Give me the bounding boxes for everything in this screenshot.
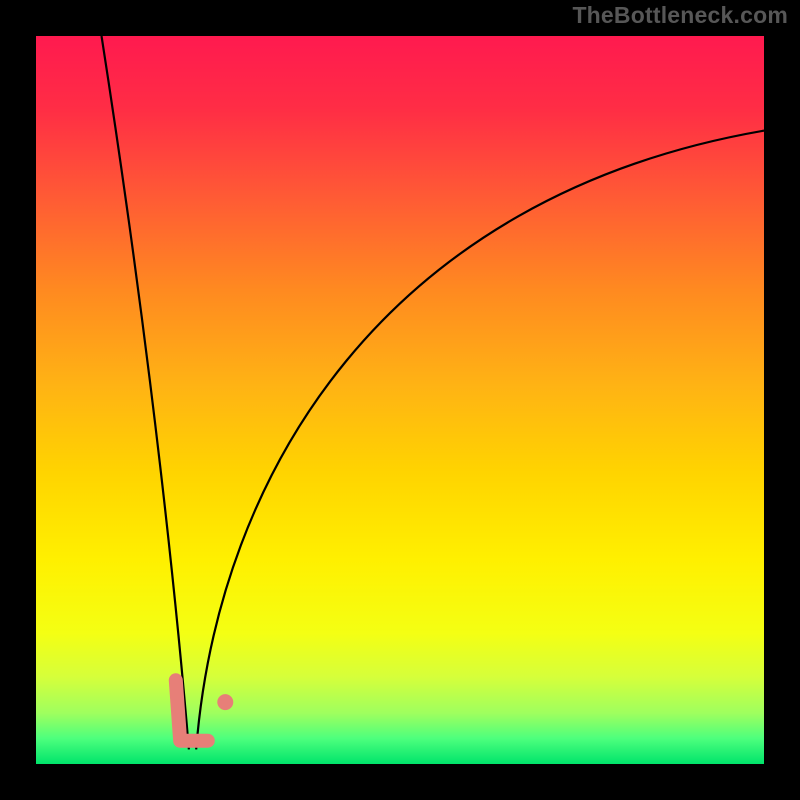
gradient-background xyxy=(36,36,764,764)
watermark-text: TheBottleneck.com xyxy=(572,2,788,29)
plot-area xyxy=(36,36,764,764)
bottleneck-curve-chart xyxy=(36,36,764,764)
chart-stage: TheBottleneck.com xyxy=(0,0,800,800)
trough-marker-dot xyxy=(217,694,233,710)
